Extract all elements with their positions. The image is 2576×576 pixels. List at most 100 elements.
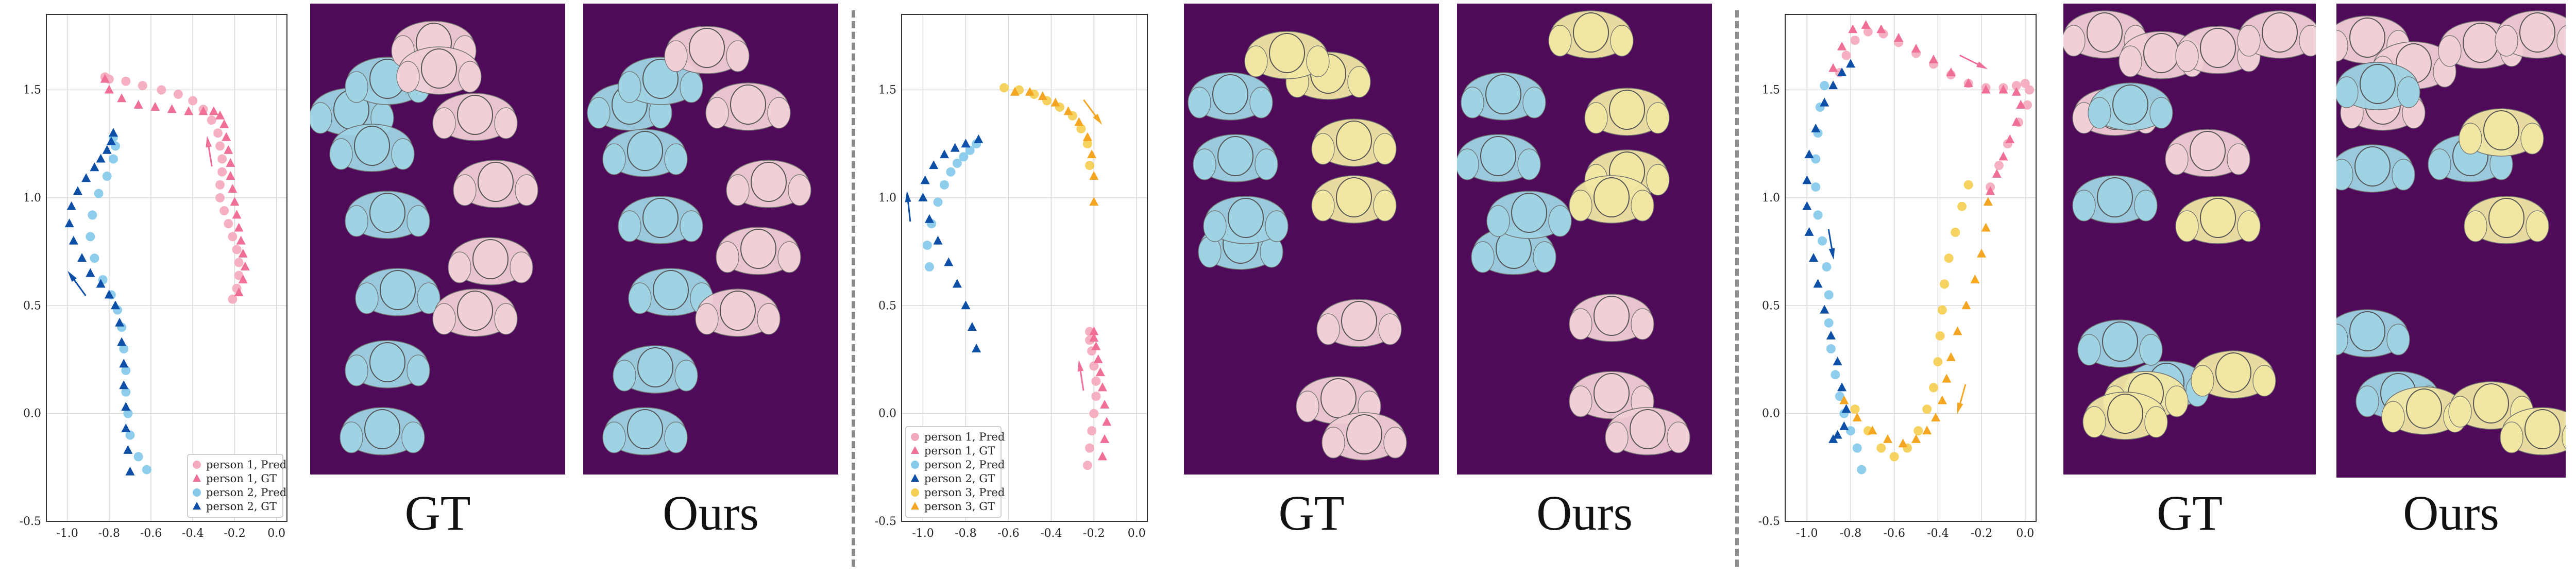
arm (406, 354, 430, 386)
arm (2134, 190, 2158, 222)
arm (2336, 76, 2359, 108)
arm (2175, 210, 2199, 242)
direction-arrowhead (1093, 113, 1103, 125)
gt-caption-1: GT (404, 485, 471, 540)
arm (1548, 25, 1572, 57)
human-body (2237, 10, 2316, 59)
arm (329, 138, 353, 170)
head (1594, 373, 1630, 413)
arm (1605, 421, 1629, 453)
human-body (1569, 371, 1654, 419)
pred-point (119, 344, 129, 354)
x-tick-label: -0.2 (1971, 527, 1992, 540)
gt-point (198, 106, 208, 115)
arm (2562, 426, 2566, 449)
pred-point (1913, 426, 1923, 436)
pred-point (1076, 124, 1086, 133)
human-body (1311, 175, 1397, 224)
head (2200, 198, 2236, 238)
gt-point (961, 300, 971, 310)
arm (2237, 210, 2261, 242)
human-body (1569, 175, 1654, 224)
arm (613, 360, 636, 392)
x-tick-label: -1.0 (1796, 527, 1818, 540)
head (730, 84, 766, 125)
arm (2119, 45, 2142, 77)
gt-point (228, 184, 238, 193)
x-tick-label: -0.6 (140, 527, 162, 540)
arm (1311, 133, 1335, 165)
human-body (1461, 72, 1546, 121)
legend-marker (193, 474, 201, 482)
human-body (2464, 196, 2549, 244)
arm (2500, 421, 2523, 453)
arm (345, 71, 368, 103)
ours-render-1 (583, 4, 838, 475)
head (354, 126, 390, 166)
y-tick-label: -0.5 (20, 515, 41, 528)
legend-label: person 2, GT (924, 472, 995, 485)
gt-point (933, 235, 943, 245)
gt-point (150, 102, 160, 111)
gt-point (1097, 451, 1107, 461)
arm (406, 205, 430, 237)
head (1336, 177, 1372, 217)
arm (726, 40, 750, 72)
x-tick-label: -0.8 (955, 527, 976, 540)
arm (1569, 385, 1592, 417)
head (740, 229, 776, 269)
head (2215, 352, 2251, 393)
human-body (613, 345, 698, 394)
trajectory-plot-svg-2: -1.0 -0.8 -0.6 -0.4 -0.2 0.0 -0.5 0.0 0.5 1.0 1.5 p… (875, 14, 1148, 540)
x-tick-label: -0.4 (1040, 527, 1062, 540)
ours-bodies-3 (2336, 10, 2566, 455)
ours-bodies-2 (1457, 10, 1690, 455)
head (1217, 136, 1253, 176)
human-body (345, 191, 430, 239)
gt-point (1811, 123, 1821, 132)
pred-point (224, 219, 233, 229)
x-tick-label: -0.6 (1884, 527, 1905, 540)
pred-point (228, 294, 238, 304)
gt-point (924, 214, 934, 223)
arm (2495, 25, 2518, 57)
pred-point (121, 76, 131, 86)
human-body (396, 46, 482, 95)
pred-point (1935, 331, 1945, 341)
gt-point (73, 186, 82, 195)
y-tick-label: 0.0 (878, 408, 896, 420)
human-body (618, 196, 703, 244)
gt-point (184, 106, 194, 115)
trajectory-plot-3: -1.0 -0.8 -0.6 -0.4 -0.2 0.0 -0.5 0.0 0.5 1.0 1.5 (1749, 10, 2045, 551)
pred-point (1824, 290, 1834, 300)
arm (695, 303, 719, 335)
pred-point (1813, 210, 1823, 220)
arm (777, 241, 801, 273)
gt-point (104, 290, 114, 299)
gt-point (1942, 374, 1952, 383)
pred-point (1817, 236, 1827, 246)
head (627, 131, 663, 171)
head (2519, 12, 2555, 53)
arm (1383, 427, 1407, 459)
divider-2 (1735, 10, 1739, 567)
pred-point (1089, 361, 1099, 371)
gt-point (1839, 421, 1849, 430)
gt-point (1089, 333, 1099, 342)
arm (494, 107, 518, 139)
gt-point (66, 201, 76, 210)
legend-marker (911, 502, 919, 510)
arm (2082, 406, 2106, 438)
gt-point (1010, 87, 1020, 96)
pred-point (1937, 305, 1947, 315)
head (1228, 198, 1264, 238)
trajectory-plot-svg-1: -1.0 -0.8 -0.6 -0.4 -0.2 0.0 -0.5 0.0 0.5 1.0 1.5 p… (20, 14, 287, 540)
arm (1569, 190, 1592, 222)
arm (602, 143, 626, 175)
pred-point (102, 172, 112, 181)
arm (1316, 313, 1340, 345)
gt-point (219, 119, 229, 128)
arm (628, 282, 652, 314)
pred-point (1922, 404, 1932, 414)
arm (2336, 30, 2348, 62)
